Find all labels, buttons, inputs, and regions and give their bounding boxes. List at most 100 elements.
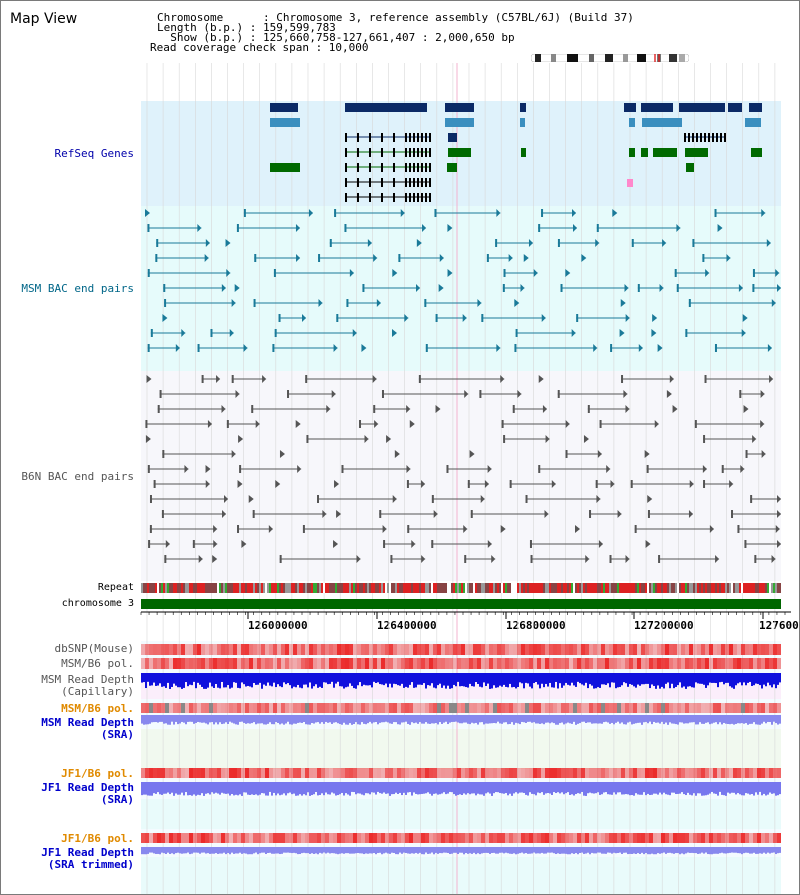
dbsnp-cell bbox=[269, 644, 273, 655]
msm-depth-sra-bar bbox=[151, 715, 153, 723]
b6n-bac-end-pairs-label[interactable]: B6N BAC end pairs bbox=[21, 470, 134, 483]
jf1-depth-trim-bar bbox=[251, 847, 253, 855]
jf1-depth-trim-bar bbox=[409, 847, 411, 854]
jf1-pol2-cell bbox=[593, 833, 597, 843]
msm-depth-sra-bar bbox=[699, 715, 701, 723]
repeat-cell bbox=[669, 583, 671, 593]
chromosome-ideogram[interactable] bbox=[531, 54, 689, 62]
jf1-pol-cell bbox=[577, 768, 581, 778]
msm-depth-sra-bar bbox=[293, 715, 295, 724]
msm-pol2-cell bbox=[349, 703, 353, 713]
dbsnp-cell bbox=[313, 644, 317, 655]
repeat-cell bbox=[169, 583, 171, 593]
msm-depth-cap-bar bbox=[253, 673, 255, 683]
msm-depth-sra-bar bbox=[771, 715, 773, 725]
msm-depth-sra-bar bbox=[331, 715, 333, 724]
msm-depth-cap-bar bbox=[307, 673, 309, 688]
jf1-pol2-cell bbox=[181, 833, 185, 843]
msm-depth-sra-bar bbox=[443, 715, 445, 723]
msm-depth-cap-bar bbox=[311, 673, 313, 689]
msm-depth-cap-bar bbox=[463, 673, 465, 687]
jf1-pol2-cell bbox=[625, 833, 629, 843]
gene-exon bbox=[369, 163, 371, 172]
msm-pol2-cell bbox=[273, 703, 277, 713]
msm-depth-cap-bar bbox=[645, 673, 647, 684]
jf1-pol-cell bbox=[585, 768, 589, 778]
msm-depth-sra-bar bbox=[777, 715, 779, 725]
msm-bac-pair-end bbox=[344, 224, 347, 232]
msm-depth-sra-bar bbox=[387, 715, 389, 723]
repeat-cell bbox=[419, 583, 421, 593]
repeat-cell bbox=[701, 583, 703, 593]
repeat-cell bbox=[509, 583, 511, 593]
msm-depth-sra-bar bbox=[179, 715, 181, 724]
msm-pol-cell bbox=[493, 658, 497, 669]
msm-depth-cap-bar bbox=[597, 673, 599, 688]
msm-depth-sra-bar bbox=[609, 715, 611, 724]
msm-bac-end-pairs-label[interactable]: MSM BAC end pairs bbox=[21, 282, 134, 295]
jf1-depth-sra-bar bbox=[237, 782, 239, 796]
jf1-depth-sra-bar bbox=[705, 782, 707, 796]
msm-depth-cap-bar bbox=[587, 673, 589, 689]
b6n-bac-pair-end bbox=[702, 465, 707, 473]
msm-depth-cap-bar bbox=[319, 673, 321, 687]
dbsnp-cell bbox=[641, 644, 645, 655]
msm-pol2-cell bbox=[293, 703, 297, 713]
repeat-cell bbox=[719, 583, 721, 593]
jf1-depth-sra-bar bbox=[303, 782, 305, 795]
msm-depth-cap-bar bbox=[355, 673, 357, 689]
msm-bac-pair-end bbox=[738, 284, 743, 292]
msm-depth-sra-bar bbox=[749, 715, 751, 724]
jf1-pol-cell bbox=[629, 768, 633, 778]
msm-depth-sra-bar bbox=[279, 715, 281, 725]
jf1-depth-sra-bar bbox=[529, 782, 531, 793]
ruler-tick-label: 126000000 bbox=[248, 619, 308, 632]
map-view-title: Map View bbox=[10, 11, 78, 27]
refseq-genes-label[interactable]: RefSeq Genes bbox=[54, 147, 134, 160]
msm-depth-sra-bar bbox=[675, 715, 677, 725]
jf1-depth-trim-bar bbox=[359, 847, 361, 854]
jf1-depth-trim-bar bbox=[623, 847, 625, 853]
dbsnp-cell bbox=[769, 644, 773, 655]
b6n-bac-pair-end bbox=[585, 555, 590, 563]
msm-depth-cap-bar bbox=[213, 673, 215, 688]
jf1-depth-trim-bar bbox=[231, 847, 233, 853]
jf1-depth-trim-bar bbox=[713, 847, 715, 854]
b6n-bac-pair-end bbox=[411, 540, 416, 548]
jf1-pol-cell bbox=[289, 768, 293, 778]
jf1-depth-sra-bar bbox=[553, 782, 555, 793]
dbsnp-cell bbox=[189, 644, 193, 655]
msm-depth-sra-bar bbox=[251, 715, 253, 724]
repeat-cell bbox=[331, 583, 333, 593]
jf1-pol-cell bbox=[293, 768, 297, 778]
msm-bac-pair-end bbox=[625, 314, 630, 322]
jf1-depth-sra-bar bbox=[777, 782, 779, 796]
msm-pol-cell bbox=[685, 658, 689, 669]
gene-exon bbox=[421, 178, 423, 187]
msm-pol2-cell bbox=[321, 703, 325, 713]
jf1-depth-sra-bar bbox=[577, 782, 579, 794]
msm-pol2-cell bbox=[317, 703, 321, 713]
msm-depth-sra-bar bbox=[337, 715, 339, 724]
repeat-cell bbox=[767, 583, 769, 593]
repeat-cell bbox=[393, 583, 395, 593]
repeat-cell bbox=[639, 583, 641, 593]
jf1-pol-cell bbox=[705, 768, 709, 778]
jf1-depth-sra-bar bbox=[669, 782, 671, 796]
repeat-cell bbox=[443, 583, 445, 593]
repeat-cell bbox=[655, 583, 657, 593]
jf1-pol2-cell bbox=[517, 833, 521, 843]
jf1-depth-sra-bar bbox=[679, 782, 681, 794]
jf1-pol2-cell bbox=[337, 833, 341, 843]
b6n-bac-pair-end bbox=[544, 510, 549, 518]
repeat-cell bbox=[321, 583, 323, 593]
repeat-cell bbox=[763, 583, 765, 593]
msm-depth-sra-bar bbox=[639, 715, 641, 723]
gene-exon bbox=[425, 148, 427, 157]
jf1-depth-trim-bar bbox=[489, 847, 491, 854]
msm-pol-cell bbox=[197, 658, 201, 669]
jf1-pol-cell bbox=[169, 768, 173, 778]
msm-depth-cap-bar bbox=[777, 673, 779, 685]
jf1-depth-trim-bar bbox=[411, 847, 413, 854]
